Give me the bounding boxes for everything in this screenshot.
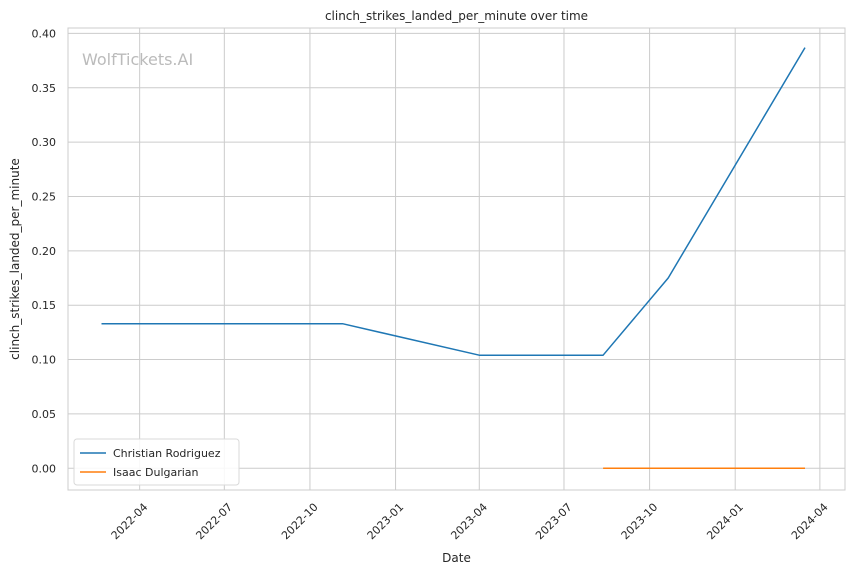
- x-tick-label: 2022-10: [279, 501, 321, 543]
- plot-frame: [67, 27, 846, 491]
- legend-label-0: Christian Rodriguez: [113, 447, 221, 460]
- y-tick-label: 0.25: [32, 190, 57, 203]
- y-axis-ticks: 0.00 0.05 0.10 0.15 0.20 0.25 0.30 0.35 0.40: [32, 27, 57, 475]
- y-axis-title: clinch_strikes_landed_per_minute: [8, 158, 22, 360]
- series-lines: [101, 47, 806, 470]
- watermark-text: WolfTickets.AI: [82, 50, 193, 69]
- y-tick-label: 0.20: [32, 245, 57, 258]
- x-tick-label: 2023-01: [365, 501, 407, 543]
- x-axis-ticks: 2022-04 2022-07 2022-10 2023-01 2023-04 2023-…: [109, 501, 831, 543]
- x-axis-title: Date: [442, 551, 471, 565]
- x-tick-label: 2023-07: [533, 501, 575, 543]
- x-tick-label: 2024-01: [704, 501, 746, 543]
- y-tick-label: 0.00: [32, 462, 57, 475]
- y-tick-label: 0.15: [32, 299, 57, 312]
- series-line-0: [101, 47, 806, 356]
- y-tick-label: 0.05: [32, 408, 57, 421]
- plot-area-background: [68, 28, 845, 490]
- y-tick-label: 0.10: [32, 354, 57, 367]
- legend: Christian Rodriguez Isaac Dulgarian: [73, 438, 240, 486]
- x-tick-label: 2023-10: [619, 501, 661, 543]
- legend-label-1: Isaac Dulgarian: [113, 466, 199, 479]
- chart-title: clinch_strikes_landed_per_minute over ti…: [325, 9, 588, 23]
- y-tick-label: 0.40: [32, 27, 57, 40]
- x-tick-label: 2024-04: [789, 501, 831, 543]
- x-tick-label: 2022-04: [109, 501, 151, 543]
- x-tick-label: 2023-04: [448, 501, 490, 543]
- legend-box: [73, 438, 240, 486]
- y-tick-label: 0.35: [32, 82, 57, 95]
- x-tick-label: 2022-07: [193, 501, 235, 543]
- y-tick-label: 0.30: [32, 136, 57, 149]
- grid-lines: [68, 28, 845, 490]
